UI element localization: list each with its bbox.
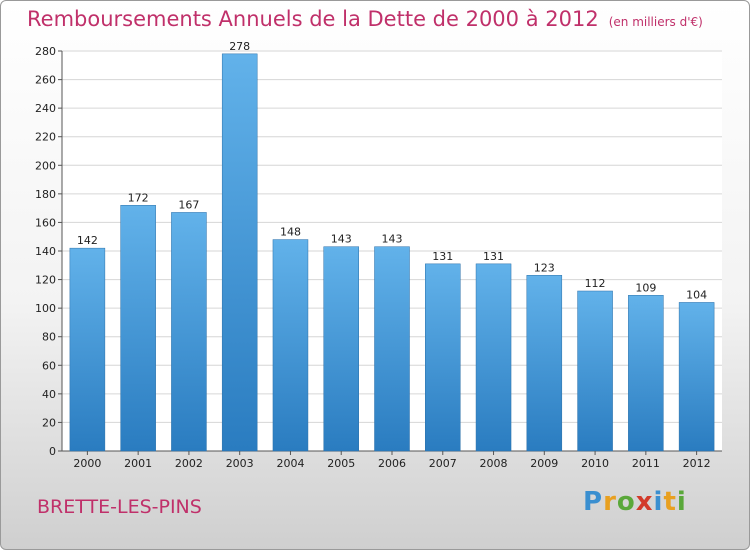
data-label-2003: 278 bbox=[229, 40, 250, 53]
logo-letter: i bbox=[653, 487, 664, 517]
logo-letter: P bbox=[583, 487, 604, 517]
bar-2010 bbox=[577, 290, 613, 452]
y-tick-label: 260 bbox=[35, 74, 56, 87]
data-label-2005: 143 bbox=[331, 233, 352, 246]
y-tick-label: 60 bbox=[42, 359, 56, 372]
bar-2002 bbox=[171, 212, 207, 452]
bar-2000 bbox=[69, 247, 106, 452]
data-label-2011: 109 bbox=[635, 281, 656, 294]
bar-2001 bbox=[120, 205, 156, 452]
x-tick-label-2009: 2009 bbox=[530, 457, 558, 470]
y-tick-label: 80 bbox=[42, 331, 56, 344]
bar-2008 bbox=[475, 263, 512, 452]
logo-letter: o bbox=[616, 487, 636, 517]
bar-2011 bbox=[628, 295, 664, 452]
x-tick-label-2008: 2008 bbox=[480, 457, 508, 470]
logo-letter: x bbox=[635, 487, 654, 517]
y-tick-label: 280 bbox=[35, 45, 56, 58]
x-tick-label-2004: 2004 bbox=[276, 457, 304, 470]
data-label-2009: 123 bbox=[534, 261, 555, 274]
x-tick-label-2005: 2005 bbox=[327, 457, 355, 470]
y-tick-label: 0 bbox=[49, 445, 56, 458]
bar-2006 bbox=[374, 246, 410, 452]
commune-name: BRETTE-LES-PINS bbox=[37, 496, 202, 518]
logo-letter: t bbox=[663, 487, 677, 517]
chart-title: Remboursements Annuels de la Dette de 20… bbox=[27, 7, 703, 31]
x-tick-label-2012: 2012 bbox=[683, 457, 711, 470]
bar-2007 bbox=[425, 263, 461, 452]
y-tick-label: 200 bbox=[35, 159, 56, 172]
data-label-2001: 172 bbox=[128, 191, 149, 204]
x-tick-label-2001: 2001 bbox=[124, 457, 152, 470]
logo-letter: r bbox=[603, 487, 617, 517]
x-tick-label-2011: 2011 bbox=[632, 457, 660, 470]
data-label-2008: 131 bbox=[483, 250, 504, 263]
bar-2003 bbox=[221, 53, 258, 452]
y-tick-label: 180 bbox=[35, 188, 56, 201]
title-unit: (en milliers d'€) bbox=[608, 15, 703, 29]
y-tick-label: 140 bbox=[35, 245, 56, 258]
bar-2012 bbox=[678, 302, 715, 452]
data-label-2006: 143 bbox=[382, 233, 403, 246]
bar-2005 bbox=[323, 246, 359, 452]
data-label-2010: 112 bbox=[585, 277, 606, 290]
x-tick-label-2006: 2006 bbox=[378, 457, 406, 470]
title-main: Remboursements Annuels de la Dette de 20… bbox=[27, 7, 599, 31]
x-tick-label-2010: 2010 bbox=[581, 457, 609, 470]
x-tick-label-2007: 2007 bbox=[429, 457, 457, 470]
bar-2009 bbox=[526, 275, 563, 452]
x-tick-label-2000: 2000 bbox=[73, 457, 101, 470]
y-tick-label: 40 bbox=[42, 388, 56, 401]
data-label-2012: 104 bbox=[686, 288, 707, 301]
data-label-2000: 142 bbox=[77, 234, 98, 247]
y-tick-label: 120 bbox=[35, 274, 56, 287]
logo-letter: i bbox=[676, 487, 687, 517]
bar-2004 bbox=[272, 239, 309, 452]
data-label-2007: 131 bbox=[432, 250, 453, 263]
y-tick-label: 160 bbox=[35, 216, 56, 229]
data-label-2004: 148 bbox=[280, 226, 301, 239]
y-tick-label: 100 bbox=[35, 302, 56, 315]
y-tick-label: 20 bbox=[42, 416, 56, 429]
y-tick-label: 240 bbox=[35, 102, 56, 115]
proxiti-logo: Proxiti bbox=[583, 487, 687, 517]
x-tick-label-2002: 2002 bbox=[175, 457, 203, 470]
y-tick-label: 220 bbox=[35, 131, 56, 144]
data-label-2002: 167 bbox=[178, 198, 199, 211]
x-tick-label-2003: 2003 bbox=[226, 457, 254, 470]
